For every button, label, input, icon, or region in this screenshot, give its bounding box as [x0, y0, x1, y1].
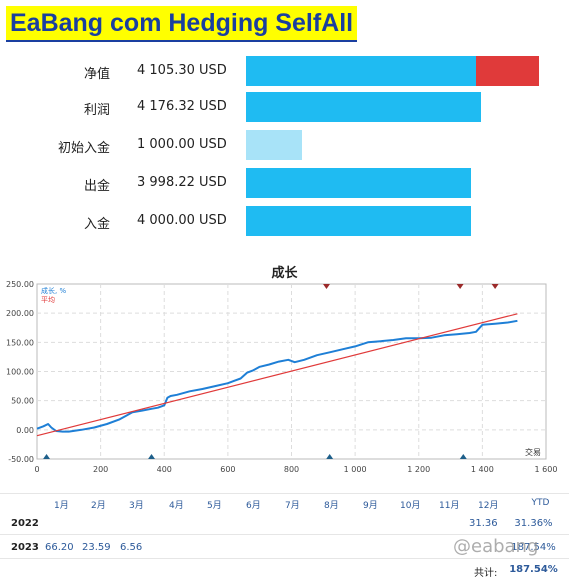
y-tick-label: 0.00: [16, 426, 34, 435]
legend-item: 平均: [41, 295, 55, 304]
month-header: 1月: [54, 501, 69, 511]
metric-row: 净值 4 105.30 USD: [0, 56, 569, 88]
month-header: 6月: [246, 501, 261, 511]
x-tick-label: 1 000: [344, 465, 367, 474]
metric-value: 1 000.00 USD: [137, 137, 227, 152]
bottom-marker: [326, 454, 334, 459]
month-header: 9月: [363, 501, 378, 511]
total-value: 187.54%: [509, 564, 558, 575]
month-header: 3月: [129, 501, 144, 511]
metric-row: 利润 4 176.32 USD: [0, 92, 569, 124]
grid: [37, 284, 546, 459]
month-header: 8月: [324, 501, 339, 511]
x-tick-label: 800: [284, 465, 299, 474]
metric-value: 4 105.30 USD: [137, 63, 227, 78]
growth-chart: -50.00 0.00 50.00 100.00 150.00 200.00 250.00 0…: [6, 280, 557, 474]
page-title: EaBang com Hedging SelfAll: [6, 6, 358, 42]
axis-labels: -50.00 0.00 50.00 100.00 150.00 200.00 250.00 0…: [6, 280, 557, 474]
metric-value: 4 000.00 USD: [137, 213, 227, 228]
y-tick-label: -50.00: [8, 455, 34, 464]
top-marker: [491, 284, 499, 289]
metric-bar: [246, 92, 481, 122]
watermark: @eabang: [453, 536, 539, 557]
month-header: 4月: [169, 501, 184, 511]
month-header: 12月: [478, 501, 499, 511]
series-group: [36, 313, 518, 437]
x-tick-label: 200: [93, 465, 108, 474]
chart-legend: 成长, %平均: [41, 286, 66, 304]
x-tick-label: 1 600: [535, 465, 558, 474]
bottom-marker: [43, 454, 51, 459]
growth-line: [36, 319, 518, 433]
average-line: [36, 313, 518, 437]
y-tick-label: 250.00: [6, 280, 34, 289]
metric-row: 入金 4 000.00 USD: [0, 206, 569, 238]
metric-bar: [246, 130, 302, 160]
y-tick-label: 50.00: [11, 397, 34, 406]
metric-label: 入金: [83, 217, 110, 232]
metric-row: 出金 3 998.22 USD: [0, 168, 569, 200]
metric-label: 净值: [83, 67, 110, 82]
month-value: 66.20: [45, 542, 74, 553]
metric-label: 出金: [83, 179, 110, 194]
bottom-marker: [459, 454, 467, 459]
metric-bar-extra: [476, 56, 539, 86]
bottom-marker: [148, 454, 156, 459]
legend-item: 成长, %: [41, 286, 66, 295]
table-divider: [0, 493, 569, 494]
metric-value: 4 176.32 USD: [137, 99, 227, 114]
chart-title: 成长: [271, 266, 298, 281]
metric-value: 3 998.22 USD: [137, 175, 227, 190]
month-header: 2月: [91, 501, 106, 511]
metric-label: 初始入金: [57, 141, 110, 156]
x-tick-label: 0: [34, 465, 39, 474]
x-axis-label: 交易: [525, 447, 541, 457]
metric-bar: [246, 168, 471, 198]
month-header: 11月: [439, 501, 460, 511]
x-tick-label: 1 200: [407, 465, 430, 474]
x-tick-label: 600: [220, 465, 235, 474]
ytd-value: 187.54%: [511, 542, 556, 553]
table-divider: [0, 558, 569, 559]
month-value: 31.36: [469, 518, 498, 529]
metric-bar: [246, 206, 471, 236]
total-label: 共计:: [474, 568, 498, 579]
month-header: 10月: [400, 501, 421, 511]
y-tick-label: 200.00: [6, 309, 34, 318]
metric-bar: [246, 56, 477, 86]
metric-label: 利润: [83, 103, 110, 118]
month-header: 5月: [207, 501, 222, 511]
markers: [43, 284, 499, 459]
month-header: 7月: [285, 501, 300, 511]
ytd-value: 31.36%: [514, 518, 553, 529]
x-tick-label: 400: [157, 465, 172, 474]
top-marker: [456, 284, 464, 289]
y-tick-label: 150.00: [6, 338, 34, 347]
table-divider: [0, 534, 569, 535]
ytd-header: YTD: [531, 498, 550, 508]
top-marker: [322, 284, 330, 289]
month-value: 6.56: [120, 542, 143, 553]
year-label: 2022: [11, 518, 39, 529]
x-tick-label: 1 400: [471, 465, 494, 474]
month-value: 23.59: [82, 542, 111, 553]
y-tick-label: 100.00: [6, 368, 34, 377]
metric-row: 初始入金 1 000.00 USD: [0, 130, 569, 162]
year-label: 2023: [11, 542, 39, 553]
